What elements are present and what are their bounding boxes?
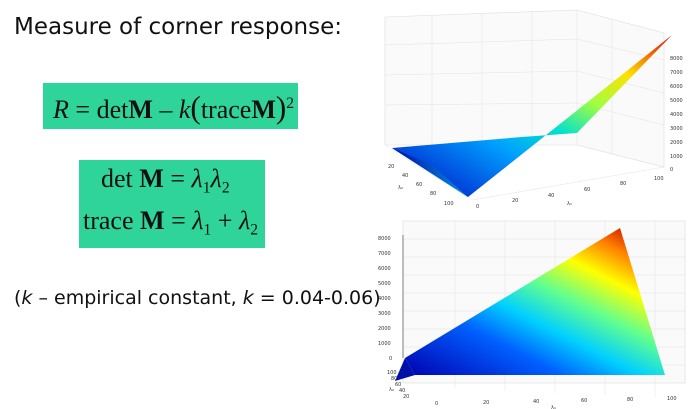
x-tick: 60 <box>581 398 587 404</box>
lambda-2: λ <box>210 164 222 193</box>
trace-operator: trace <box>83 206 134 235</box>
z-tick: 3000 <box>670 126 683 132</box>
y-axis-ticks: 100 80 60 40 20 λ₂ <box>387 370 409 400</box>
response-surface <box>405 228 665 375</box>
note-text: – empirical constant, <box>32 287 243 309</box>
z-axis-ticks: 0 1000 2000 3000 4000 5000 6000 7000 800… <box>670 56 683 173</box>
equals-sign: = <box>75 95 91 124</box>
det-equation-line: det M = λ1λ2 <box>101 164 230 197</box>
z-tick: 0 <box>670 167 673 173</box>
equation-r-line: R = detM – k(traceM)2 <box>53 90 294 126</box>
matrix-m: M <box>140 206 165 235</box>
z-tick: 1000 <box>378 341 391 347</box>
x-tick: 0 <box>435 401 438 407</box>
lambda-1: λ <box>191 164 203 193</box>
y-tick: 40 <box>402 173 408 179</box>
matrix-m: M <box>128 95 153 124</box>
y-tick: 100 <box>387 370 397 376</box>
subscript-2: 2 <box>250 221 259 239</box>
matrix-m: M <box>139 164 164 193</box>
y-tick: 40 <box>399 388 405 394</box>
z-tick: 5000 <box>670 98 683 104</box>
z-tick: 0 <box>389 356 392 362</box>
page-heading: Measure of corner response: <box>14 14 343 40</box>
lambda-2: λ <box>238 206 251 235</box>
z-tick: 7000 <box>378 251 391 257</box>
y-axis-label: λ₂ <box>389 387 394 393</box>
x-tick: 80 <box>620 181 626 187</box>
note-value: = 0.04-0.06) <box>253 287 381 309</box>
equals-sign: = <box>171 206 186 235</box>
y-tick: 80 <box>391 376 397 382</box>
equals-sign: = <box>170 164 185 193</box>
z-tick: 5000 <box>378 281 391 287</box>
eigenvalue-equations: det M = λ1λ2 trace M = λ1 + λ2 <box>79 160 265 248</box>
x-tick: 100 <box>654 176 664 182</box>
surface-edge <box>392 148 468 197</box>
right-paren: ) <box>275 90 287 125</box>
subscript-2: 2 <box>221 179 230 197</box>
z-axis-ticks: 0 1000 2000 3000 4000 5000 6000 7000 800… <box>378 236 392 362</box>
x-tick: 0 <box>476 204 479 210</box>
z-tick: 3000 <box>378 311 391 317</box>
z-tick: 2000 <box>378 326 391 332</box>
subscript-1: 1 <box>203 221 212 239</box>
z-tick: 4000 <box>378 296 391 302</box>
x-tick: 20 <box>483 400 489 406</box>
x-axis-ticks: 0 20 40 60 80 100 λ₁ <box>476 176 664 210</box>
z-tick: 8000 <box>378 236 391 242</box>
z-tick: 2000 <box>670 140 683 146</box>
z-tick: 4000 <box>670 112 683 118</box>
surface-plot-bottom: 0 1000 2000 3000 4000 5000 6000 7000 800… <box>378 220 686 409</box>
x-tick: 80 <box>627 397 633 403</box>
z-tick: 6000 <box>378 266 391 272</box>
y-tick: 100 <box>444 201 454 207</box>
y-tick: 80 <box>430 191 436 197</box>
left-paren: ( <box>190 90 201 125</box>
z-tick: 7000 <box>670 70 683 76</box>
z-tick: 8000 <box>670 56 683 62</box>
response-surface <box>392 35 672 197</box>
minus-sign: – <box>159 95 173 124</box>
plus-sign: + <box>217 206 233 235</box>
y-tick: 20 <box>403 394 409 400</box>
z-tick: 1000 <box>670 154 683 160</box>
y-tick: 60 <box>395 382 401 388</box>
surface-edge <box>395 358 415 381</box>
matrix-m: M <box>251 95 276 124</box>
det-operator: det <box>96 95 129 124</box>
det-operator: det <box>101 164 133 193</box>
y-axis-label: λ₂ <box>398 185 403 191</box>
x-tick: 100 <box>667 396 677 402</box>
x-axis-label: λ₁ <box>551 405 556 409</box>
y-tick: 20 <box>388 164 394 170</box>
note-var-k: k <box>21 287 33 309</box>
x-tick: 40 <box>548 193 554 199</box>
x-axis-label: λ₁ <box>567 201 572 207</box>
trace-operator: trace <box>200 95 252 124</box>
exponent: 2 <box>286 94 295 112</box>
lambda-1: λ <box>192 206 204 235</box>
x-tick: 40 <box>533 399 539 405</box>
var-k: k <box>178 95 191 124</box>
z-tick: 6000 <box>670 84 683 90</box>
var-r: R <box>53 95 69 124</box>
corner-response-equation: R = detM – k(traceM)2 <box>43 83 298 129</box>
surface-plot-top: 0 1000 2000 3000 4000 5000 6000 7000 800… <box>384 9 683 210</box>
note-var-k: k <box>242 287 254 309</box>
x-tick: 60 <box>584 187 590 193</box>
subscript-1: 1 <box>202 179 211 197</box>
note-open-paren: ( <box>14 287 22 309</box>
trace-equation-line: trace M = λ1 + λ2 <box>83 206 258 239</box>
y-axis-ticks: 100 80 60 40 20 λ₂ <box>388 164 454 207</box>
y-tick: 60 <box>416 182 422 188</box>
x-axis-ticks: 0 20 40 60 80 100 λ₁ <box>435 396 677 409</box>
x-tick: 20 <box>512 198 518 204</box>
empirical-constant-note: (k – empirical constant, k = 0.04-0.06) <box>14 287 381 309</box>
